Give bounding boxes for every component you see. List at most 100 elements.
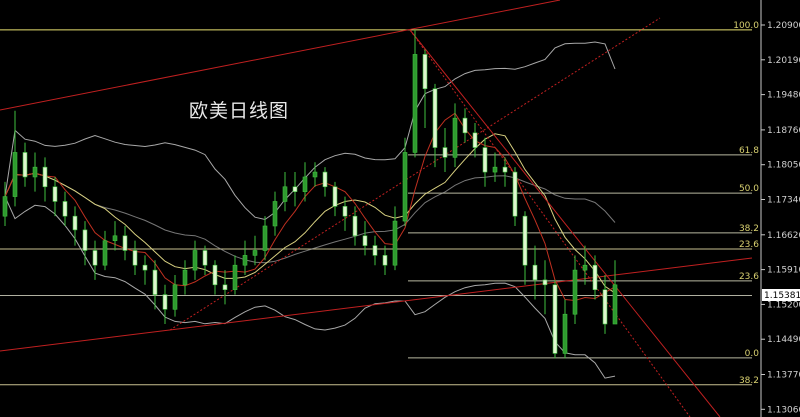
candle-body (552, 284, 558, 354)
candle-body (272, 201, 278, 227)
fibonacci-levels: 100.0 61.8 50.0 38.2 23.6 23.6 0.0 38.2 (0, 21, 759, 386)
candle-body (312, 171, 318, 178)
candle-body (582, 264, 588, 271)
fib-label: 23.6 (739, 272, 759, 282)
indicators (4, 41, 616, 379)
bollinger-upper (4, 41, 616, 221)
candle-body (282, 186, 288, 202)
candle-body (502, 166, 508, 173)
candle-body (172, 284, 178, 310)
candle-body (492, 166, 498, 173)
fib-label: 38.2 (739, 224, 759, 234)
candle-body (152, 269, 158, 295)
candle-body (262, 225, 268, 251)
candle-body (162, 294, 168, 310)
tick-label: 1.19480 (767, 91, 800, 101)
candle-body (422, 54, 428, 90)
candle-body (32, 166, 38, 178)
fib-label: 100.0 (733, 21, 759, 31)
candle-body (372, 245, 378, 256)
candle-body (482, 147, 488, 173)
candle-body (352, 215, 358, 237)
fib-label: 50.0 (739, 184, 759, 194)
upper-channel-line (0, 0, 561, 111)
candle-body (122, 235, 128, 251)
candle-body (342, 206, 348, 217)
tick-label: 1.13060 (767, 405, 800, 415)
moving-average-5 (4, 112, 616, 302)
candle-body (472, 132, 478, 148)
lower-channel-line (0, 257, 753, 352)
dotted-trend-line (169, 17, 661, 331)
candle-body (452, 117, 458, 158)
candle-body (542, 279, 548, 286)
tick-label: 1.15200 (767, 300, 800, 310)
candle-body (322, 171, 328, 188)
candle-body (132, 250, 138, 266)
candle-body (182, 269, 188, 286)
candle-body (592, 264, 598, 291)
candle-body (442, 147, 448, 158)
current-price-marker: 1.15381 (762, 289, 800, 301)
candle-body (192, 250, 198, 271)
trend-lines (0, 0, 753, 417)
descending-dotted-line (409, 29, 691, 417)
tick-label: 1.18760 (767, 126, 800, 136)
tick-label: 1.15910 (767, 266, 800, 276)
candle-body (612, 284, 618, 325)
candle-body (252, 250, 258, 256)
candle-body (362, 235, 368, 246)
moving-average-10 (4, 133, 616, 294)
price-axis: 1.20900 1.20190 1.19480 1.18760 1.18050 1.173… (761, 21, 800, 415)
fib-label: 23.6 (739, 240, 759, 250)
tick-label: 1.17340 (767, 196, 800, 206)
fib-label: 61.8 (739, 146, 759, 156)
candle-body (82, 229, 88, 251)
candle-body (462, 117, 468, 134)
candle-body (112, 235, 118, 241)
candles (2, 29, 618, 359)
candle-body (602, 289, 608, 325)
candle-body (202, 250, 208, 266)
candle-body (222, 284, 228, 291)
candle-body (142, 264, 148, 271)
candle-body (572, 269, 578, 315)
candle-body (232, 264, 238, 291)
tick-label: 1.18050 (767, 161, 800, 171)
candle-body (102, 240, 108, 266)
candle-body (402, 152, 408, 222)
candle-body (412, 54, 418, 153)
candle-body (212, 264, 218, 286)
tick-label: 1.16620 (767, 231, 800, 241)
tick-label: 1.13770 (767, 371, 800, 381)
candle-body (12, 152, 18, 197)
candle-body (2, 196, 8, 217)
chart-title: 欧美日线图 (189, 100, 290, 122)
candle-body (302, 176, 308, 192)
candle-body (52, 186, 58, 202)
candle-body (332, 186, 338, 207)
candle-body (22, 152, 28, 178)
tick-label: 1.20900 (767, 21, 800, 31)
fib-label: 38.2 (739, 376, 759, 386)
fib-label: 0.0 (745, 349, 760, 359)
candle-body (62, 201, 68, 217)
candle-body (532, 264, 538, 281)
candle-body (382, 255, 388, 266)
candle-body (392, 220, 398, 266)
candle-body (292, 186, 298, 192)
candle-body (562, 313, 568, 354)
candle-body (522, 215, 528, 266)
candle-body (432, 88, 438, 148)
tick-label: 1.20190 (767, 56, 800, 66)
candle-body (242, 255, 248, 266)
tick-label: 1.14490 (767, 335, 800, 345)
candle-body (72, 215, 78, 231)
candle-body (512, 171, 518, 217)
current-price-label: 1.15381 (764, 291, 800, 301)
descending-trend-line (409, 29, 721, 417)
candle-body (42, 166, 48, 188)
candle-body (92, 250, 98, 266)
bollinger-lower (4, 196, 616, 379)
